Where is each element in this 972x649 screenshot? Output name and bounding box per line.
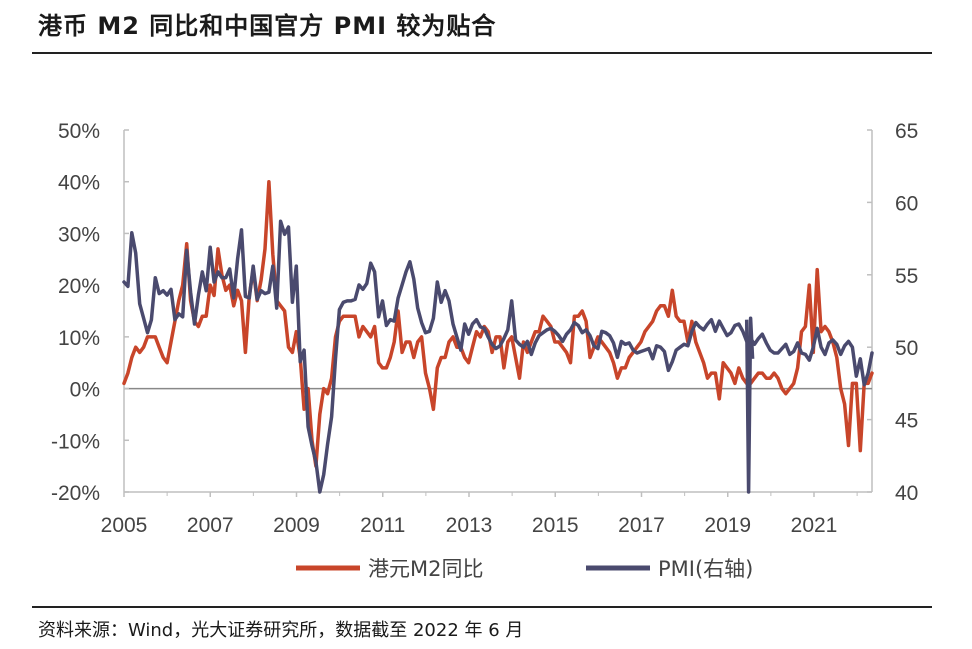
m2-series-line [122, 179, 874, 468]
right-tick-label: 45 [895, 410, 918, 433]
left-tick-label: -10% [51, 430, 100, 453]
chart-axes [123, 129, 873, 497]
x-tick-label: 2007 [187, 514, 234, 537]
left-tick-label: 40% [58, 172, 100, 195]
pmi-covid-spike [744, 316, 755, 494]
tick-labels: 50% 40% 30% 20% 10% 0% -10% -20% 65 60 55 50 45 40 200… [51, 120, 918, 537]
source-note: 资料来源：Wind，光大证券研究所，数据截至 2022 年 6 月 [38, 620, 524, 641]
x-tick-label: 2021 [791, 514, 838, 537]
chart-legend: 港元M2同比 PMI(右轴) [296, 557, 753, 581]
pmi-series-line [122, 219, 874, 494]
x-tick-label: 2017 [618, 514, 665, 537]
x-tick-label: 2019 [704, 514, 751, 537]
right-tick-label: 65 [895, 120, 918, 143]
right-tick-label: 40 [895, 482, 918, 505]
left-tick-label: 20% [58, 275, 100, 298]
title-divider [32, 52, 932, 54]
x-tick-label: 2005 [101, 514, 148, 537]
right-tick-label: 50 [895, 337, 918, 360]
legend-label: 港元M2同比 [368, 557, 483, 581]
series-lines [122, 179, 874, 494]
right-tick-label: 55 [895, 265, 918, 288]
x-tick-label: 2015 [532, 514, 579, 537]
chart-canvas: 50% 40% 30% 20% 10% 0% -10% -20% 65 60 55 50 45 40 200… [51, 120, 918, 581]
x-tick-label: 2009 [273, 514, 320, 537]
x-tick-label: 2013 [446, 514, 493, 537]
left-tick-label: 0% [70, 379, 100, 402]
chart-title: 港币 M2 同比和中国官方 PMI 较为贴合 [38, 12, 497, 40]
right-tick-label: 60 [895, 192, 918, 215]
left-tick-label: 10% [58, 327, 100, 350]
left-tick-label: -20% [51, 482, 100, 505]
left-tick-label: 50% [58, 120, 100, 143]
footer-divider [32, 606, 932, 608]
x-tick-label: 2011 [360, 514, 405, 537]
left-tick-label: 30% [58, 223, 100, 246]
legend-label: PMI(右轴) [658, 557, 753, 581]
